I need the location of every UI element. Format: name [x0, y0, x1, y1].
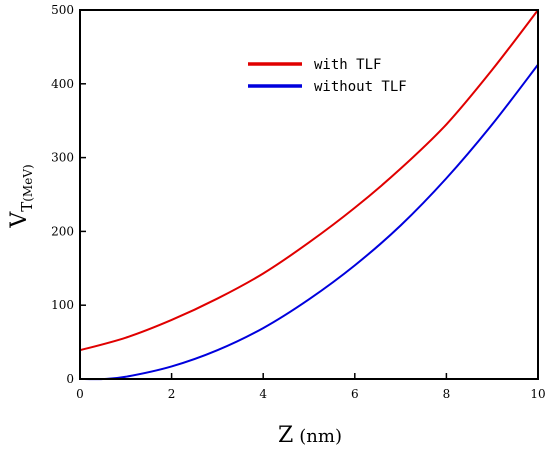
y-axis-label-name: V — [7, 211, 32, 229]
y-axis-label-subscript: T — [18, 202, 36, 212]
legend-label-1: with TLF — [314, 57, 381, 73]
legend-label-2: without TLF — [314, 79, 407, 95]
x-axis-label-unit: (nm) — [299, 426, 342, 447]
y-axis-label-unit: (MeV) — [21, 164, 35, 201]
x-tick-label: 4 — [259, 387, 267, 401]
x-axis-label-name: Z — [278, 423, 293, 448]
y-tick-label: 500 — [51, 3, 74, 17]
x-tick-label: 6 — [351, 387, 359, 401]
y-tick-label: 200 — [51, 224, 74, 238]
y-tick-label: 300 — [51, 151, 74, 165]
plot-lines — [79, 9, 539, 381]
y-tick-label: 100 — [51, 298, 74, 312]
x-tick-label: 2 — [168, 387, 176, 401]
series-line-2 — [79, 64, 539, 381]
y-axis-label: VT(MeV) — [7, 164, 36, 228]
y-tick-label: 400 — [51, 77, 74, 91]
plot-frame — [79, 9, 539, 380]
x-tick-label: 0 — [76, 387, 84, 401]
y-tick-label: 0 — [66, 372, 74, 386]
x-tick-label: 10 — [530, 387, 545, 401]
x-axis-label: Z (nm) — [278, 423, 342, 448]
legend: with TLF without TLF — [248, 57, 407, 95]
x-tick-label: 8 — [443, 387, 451, 401]
series-line-1 — [79, 9, 539, 352]
